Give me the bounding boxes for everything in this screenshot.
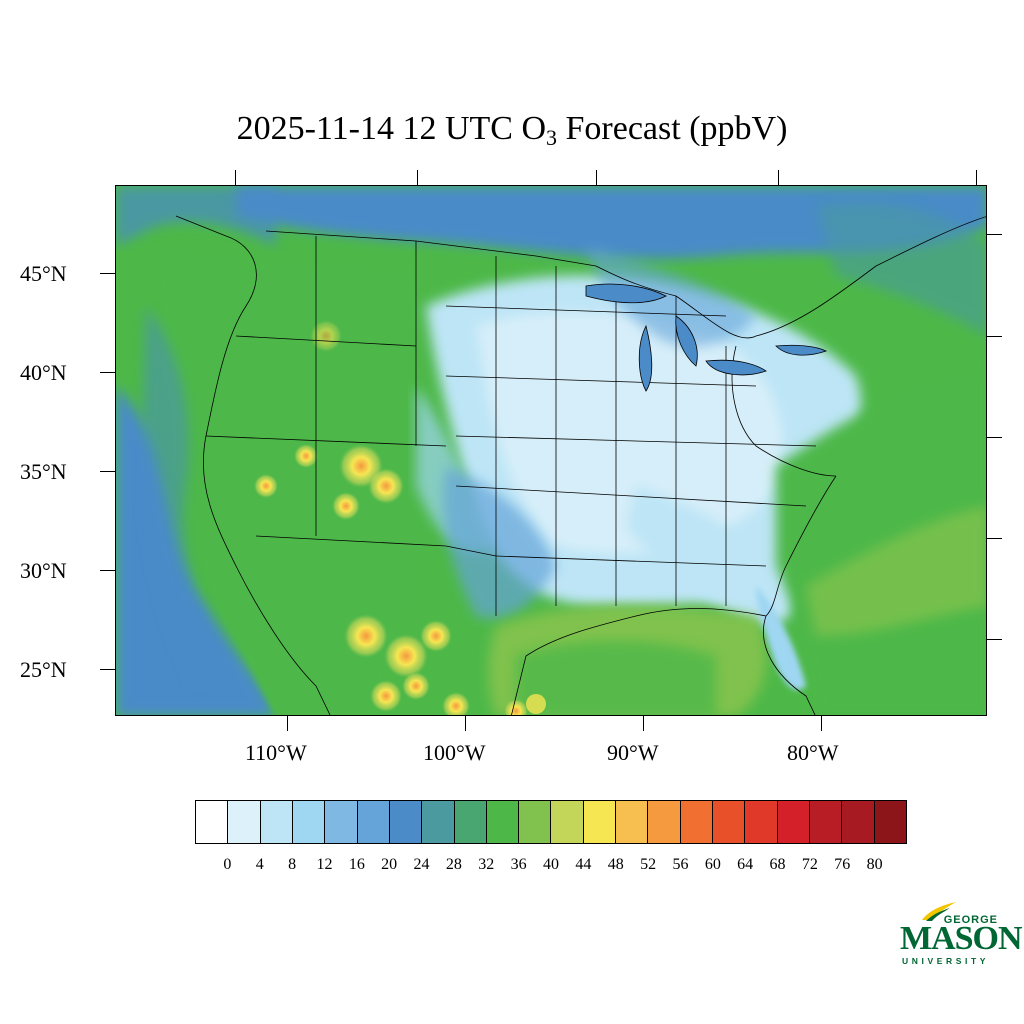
colorbar-cell bbox=[228, 801, 261, 843]
map-title: 2025-11-14 12 UTC O3 Forecast (ppbV) bbox=[0, 110, 1024, 151]
lon-tick-top bbox=[596, 170, 597, 185]
lon-label-90: 90°W bbox=[607, 740, 659, 765]
colorbar-cell bbox=[809, 801, 843, 843]
colorbar bbox=[195, 800, 907, 844]
colorbar-label: 48 bbox=[607, 856, 624, 873]
logo-line-george: GEORGE bbox=[943, 914, 998, 926]
lon-label-80: 80°W bbox=[787, 740, 839, 765]
lon-tick-top bbox=[417, 170, 418, 185]
title-main: 2025-11-14 12 UTC O bbox=[236, 110, 547, 147]
colorbar-cell bbox=[745, 801, 778, 843]
colorbar-cell bbox=[777, 801, 810, 843]
lat-tick-right bbox=[987, 437, 1002, 438]
lat-tick bbox=[100, 471, 115, 472]
lat-label-35: 35°N bbox=[20, 459, 67, 484]
title-suffix: Forecast (ppbV) bbox=[557, 110, 788, 147]
colorbar-label: 64 bbox=[737, 856, 754, 873]
colorbar-label: 32 bbox=[478, 856, 495, 873]
colorbar-cell bbox=[292, 801, 326, 843]
colorbar-label: 0 bbox=[223, 856, 232, 873]
logo-line-mason: MASON bbox=[900, 920, 1023, 957]
colorbar-label: 8 bbox=[288, 856, 297, 873]
colorbar-cell bbox=[486, 801, 520, 843]
lat-tick bbox=[100, 570, 115, 571]
colorbar-label: 76 bbox=[834, 856, 851, 873]
lat-label-40: 40°N bbox=[20, 360, 67, 385]
colorbar-label: 20 bbox=[381, 856, 398, 873]
logo-flame-icon bbox=[922, 902, 956, 921]
lon-tick bbox=[287, 716, 288, 731]
colorbar-label: 52 bbox=[640, 856, 657, 873]
logo-line-university: UNIVERSITY bbox=[902, 956, 990, 966]
lon-tick bbox=[821, 716, 822, 731]
colorbar-cell bbox=[551, 801, 584, 843]
colorbar-cell bbox=[616, 801, 649, 843]
colorbar-label: 28 bbox=[445, 856, 462, 873]
colorbar-cell bbox=[583, 801, 617, 843]
lat-tick-right bbox=[987, 639, 1002, 640]
lon-tick-top bbox=[778, 170, 779, 185]
lon-tick-top bbox=[976, 170, 977, 185]
colorbar-cell bbox=[260, 801, 293, 843]
lat-label-30: 30°N bbox=[20, 558, 67, 583]
lat-tick-right bbox=[987, 234, 1002, 235]
lon-tick bbox=[465, 716, 466, 731]
colorbar-cell bbox=[680, 801, 713, 843]
colorbar-cell bbox=[325, 801, 358, 843]
colorbar-label: 4 bbox=[255, 856, 264, 873]
colorbar-cell bbox=[454, 801, 487, 843]
colorbar-cell bbox=[196, 801, 229, 843]
lon-label-100: 100°W bbox=[423, 740, 486, 765]
colorbar-label: 72 bbox=[801, 856, 818, 873]
colorbar-label: 44 bbox=[575, 856, 592, 873]
colorbar-cell bbox=[357, 801, 390, 843]
ozone-map bbox=[115, 185, 987, 716]
colorbar-label: 60 bbox=[704, 856, 721, 873]
gmu-logo: GEORGE MASON UNIVERSITY bbox=[900, 900, 1023, 970]
hotspot-mexico bbox=[344, 614, 388, 658]
lat-label-25: 25°N bbox=[20, 657, 67, 682]
lat-tick-right bbox=[987, 336, 1002, 337]
ozone-field bbox=[116, 186, 986, 715]
lat-tick bbox=[100, 273, 115, 274]
lon-tick-top bbox=[235, 170, 236, 185]
lon-tick bbox=[643, 716, 644, 731]
colorbar-cell bbox=[422, 801, 455, 843]
colorbar-cell bbox=[389, 801, 423, 843]
lat-tick bbox=[100, 372, 115, 373]
colorbar-label: 24 bbox=[413, 856, 430, 873]
colorbar-label: 16 bbox=[348, 856, 365, 873]
colorbar-cell bbox=[713, 801, 746, 843]
northern-band bbox=[236, 186, 986, 259]
colorbar-label: 40 bbox=[543, 856, 559, 873]
colorbar-label: 68 bbox=[769, 856, 786, 873]
lat-tick-right bbox=[987, 538, 1002, 539]
colorbar-label: 36 bbox=[510, 856, 527, 873]
state-boundaries bbox=[175, 215, 986, 715]
colorbar-label: 80 bbox=[866, 856, 883, 873]
title-subscript: 3 bbox=[546, 125, 558, 150]
colorbar-label: 12 bbox=[316, 856, 333, 873]
colorbar-cell bbox=[648, 801, 681, 843]
lat-label-45: 45°N bbox=[20, 261, 67, 286]
colorbar-cell bbox=[842, 801, 875, 843]
lon-label-110: 110°W bbox=[245, 740, 307, 765]
colorbar-label: 56 bbox=[672, 856, 689, 873]
great-lakes bbox=[585, 283, 828, 392]
lat-tick bbox=[100, 669, 115, 670]
colorbar-cell bbox=[519, 801, 552, 843]
colorbar-cell bbox=[874, 801, 906, 843]
